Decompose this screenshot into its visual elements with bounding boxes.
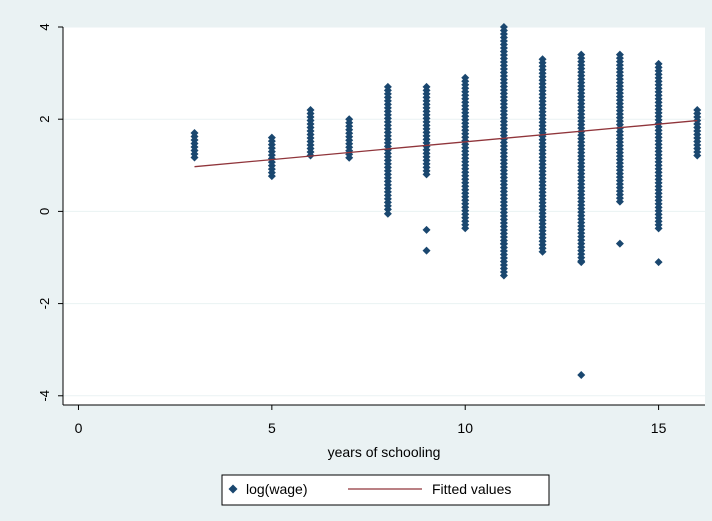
data-point [267,172,276,181]
data-point [422,170,431,179]
y-ticks: -4 -2 0 2 4 [37,23,63,402]
x-tick-label: 10 [457,420,473,436]
data-point [190,153,199,162]
data-point [499,239,508,248]
fitted-line [194,119,698,168]
x-ticks: 0 5 10 15 [75,405,667,436]
data-point [345,153,354,162]
data-point [422,246,431,255]
data-point [577,258,586,267]
fitted-line-group [194,119,698,168]
data-point [383,205,392,214]
legend-marker-logwage [228,484,238,494]
legend-label-logwage: log(wage) [246,481,307,497]
data-point [615,197,624,206]
y-tick-label: 4 [37,23,52,30]
data-point [422,225,431,234]
data-point [615,239,624,248]
data-point [499,271,508,280]
x-tick-label: 5 [268,420,276,436]
legend-label-fitted: Fitted values [432,481,511,497]
y-tick-label: 0 [37,208,52,215]
y-tick-label: -4 [37,390,52,402]
data-point [654,258,663,267]
scatter-points [190,23,702,380]
legend: log(wage) Fitted values [221,474,550,506]
gridlines [63,26,705,397]
data-point [538,247,547,256]
y-tick-label: 2 [37,116,52,123]
data-point [461,224,470,233]
plot-area [63,27,705,405]
x-tick-label: 0 [75,420,83,436]
data-point [693,151,702,160]
x-tick-label: 15 [651,420,667,436]
y-tick-label: -2 [37,298,52,310]
x-axis-label: years of schooling [328,444,441,460]
data-point [383,209,392,218]
data-point [654,224,663,233]
data-point [577,371,586,380]
legend-box [221,474,550,506]
